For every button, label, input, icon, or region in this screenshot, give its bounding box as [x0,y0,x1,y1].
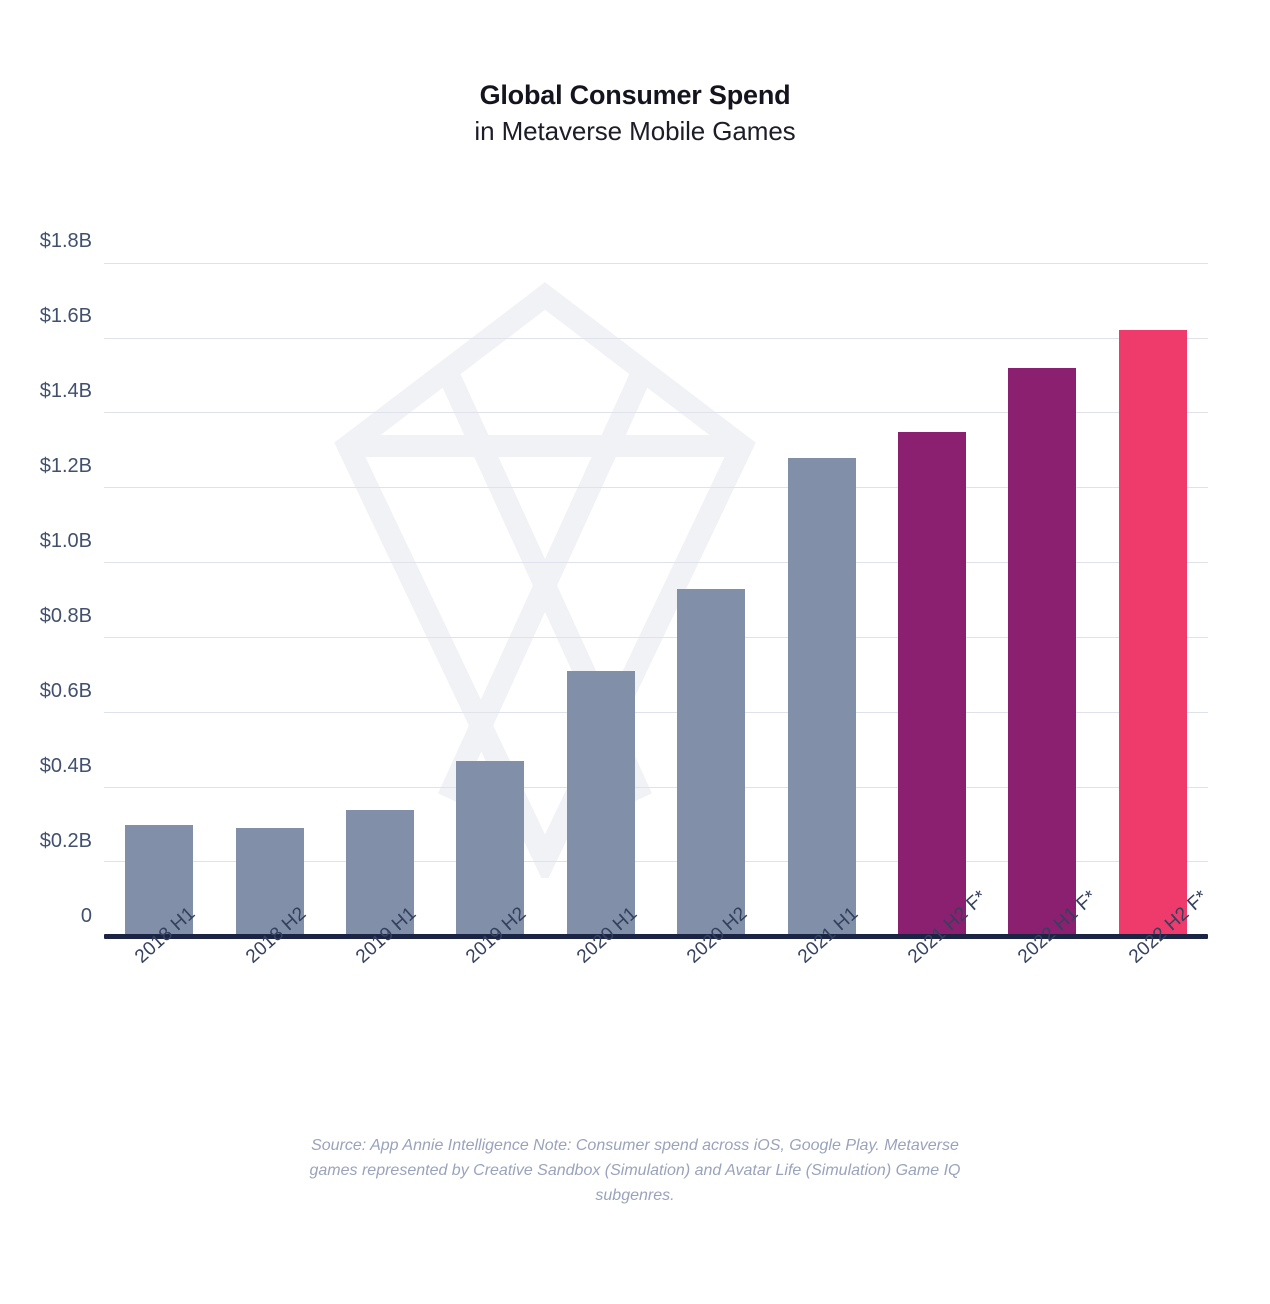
gridline-0-6 [104,712,1208,713]
bar-2022-h2-f[interactable] [1118,330,1187,937]
page-title: Global Consumer Spend [479,80,791,110]
ytick-label-1-8: $1.8B [39,230,92,252]
ytick-label-1-4: $1.4B [39,380,92,402]
title-block: Global Consumer Spend in Metaverse Mobil… [0,78,1270,150]
bar-2019-h1[interactable] [346,809,414,937]
ytick-label-0: 0 [80,905,92,927]
source-note-line-3: (Simulation) Game IQ subgenres. [595,1162,961,1204]
ytick-label-1-2: $1.2B [39,455,92,477]
ytick-label-0-2: $0.2B [39,830,92,852]
ytick-label-1-6: $1.6B [39,305,92,327]
bar-2021-h2-f[interactable] [898,431,966,937]
gridline-0-4 [104,787,1208,788]
bar-2021-h1[interactable] [787,457,856,937]
source-note-line-2: Metaverse games represented by Creative … [309,1137,959,1179]
bar-2019-h2[interactable] [456,761,525,937]
gridline-1-0 [104,562,1208,563]
ytick-label-0-6: $0.6B [39,680,92,702]
ytick-label-1-0: $1.0B [39,530,92,552]
gridline-1-4 [104,412,1208,413]
source-note-line-1: Source: App Annie Intelligence Note: Con… [311,1137,880,1154]
gridline-0-8 [104,637,1208,638]
gridline-1-8 [104,263,1208,264]
bar-2022-h1-f[interactable] [1008,367,1077,937]
ytick-label-0-4: $0.4B [39,755,92,777]
x-axis-line [104,934,1208,939]
ytick-label-0-8: $0.8B [39,605,92,627]
gridline-1-2 [104,487,1208,488]
bar-series [104,263,1208,937]
plot-area [104,263,1208,937]
bar-2020-h2[interactable] [677,588,746,937]
source-note: Source: App Annie Intelligence Note: Con… [285,1133,985,1208]
page-subtitle: in Metaverse Mobile Games [474,116,796,146]
bar-2018-h1[interactable] [125,824,194,937]
bar-2018-h2[interactable] [235,828,304,937]
gridline-0-2 [104,861,1208,862]
gridline-1-6 [104,338,1208,339]
bar-2020-h1[interactable] [566,671,635,937]
